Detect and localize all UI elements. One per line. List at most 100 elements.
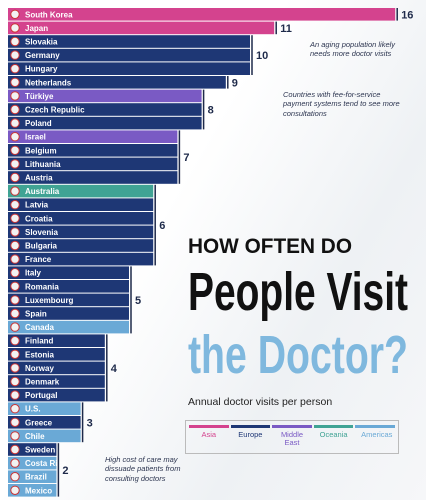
flag	[10, 308, 20, 319]
country-label: Romania	[25, 282, 59, 291]
value-label: 3	[87, 417, 93, 429]
bar	[8, 157, 178, 171]
flag	[10, 417, 20, 427]
country-label: Latvia	[25, 201, 49, 210]
flag	[10, 159, 20, 169]
bar	[8, 144, 178, 157]
bar	[8, 348, 105, 361]
flag	[10, 295, 20, 305]
country-label: Denmark	[25, 378, 60, 387]
bar	[8, 402, 81, 415]
flag	[10, 23, 20, 33]
flag	[10, 363, 20, 373]
bar	[8, 320, 129, 334]
country-label: Italy	[25, 269, 42, 278]
bar	[8, 171, 178, 184]
legend: Asia Europe Middle East Oceania Americas	[185, 420, 399, 454]
country-label: Netherlands	[25, 78, 72, 87]
flag	[10, 472, 20, 482]
value-label: 4	[111, 363, 118, 375]
flag	[10, 349, 20, 359]
country-label: Portugal	[25, 391, 57, 400]
bar	[8, 388, 105, 402]
value-label: 7	[183, 152, 189, 164]
flag	[10, 186, 20, 196]
bar	[8, 470, 57, 483]
country-label: Brazil	[25, 473, 47, 482]
value-label: 6	[159, 220, 165, 232]
country-label: Estonia	[25, 350, 54, 359]
value-label: 8	[208, 105, 214, 117]
flag	[10, 322, 20, 332]
bar	[8, 48, 250, 62]
country-label: Spain	[25, 310, 47, 319]
legend-swatch	[313, 425, 354, 428]
legend-label: Middle East	[280, 430, 304, 448]
bar	[8, 266, 129, 279]
flag	[10, 227, 20, 237]
subtitle: Annual doctor visits per person	[188, 396, 333, 408]
value-label: 2	[62, 465, 68, 477]
legend-swatch	[355, 425, 395, 428]
country-label: Belgium	[25, 146, 57, 155]
country-label: Luxembourg	[25, 296, 74, 305]
legend-label: Europe	[238, 430, 263, 439]
flag	[10, 145, 20, 156]
flag	[10, 240, 20, 251]
title-line: People Visit	[188, 262, 408, 322]
flag	[10, 132, 20, 142]
flag	[10, 431, 20, 441]
flag	[10, 200, 20, 210]
value-label: 11	[280, 23, 292, 35]
country-label: Finland	[25, 337, 54, 346]
value-label: 5	[135, 295, 141, 307]
bar	[8, 252, 154, 266]
flag	[10, 104, 20, 115]
legend-item: Europe	[230, 425, 271, 453]
flag	[10, 485, 20, 495]
legend-label: Americas	[361, 430, 393, 439]
bar	[8, 116, 202, 130]
country-label: South Korea	[25, 10, 73, 19]
flag	[10, 336, 20, 346]
bar	[8, 361, 105, 375]
flag	[10, 404, 20, 414]
annotation: Countries with fee-for-service payment s…	[283, 90, 400, 118]
country-label: Germany	[25, 51, 60, 60]
flag	[10, 281, 20, 291]
country-label: Australia	[25, 187, 60, 196]
flag	[10, 77, 20, 88]
flag	[10, 458, 20, 468]
title-line: HOW OFTEN DO	[188, 235, 352, 258]
country-label: Hungary	[25, 65, 58, 74]
flag	[10, 268, 20, 278]
legend-label: Oceania	[319, 430, 348, 439]
bar	[8, 184, 154, 198]
country-label: Czech Republic	[25, 106, 85, 115]
flag	[10, 50, 20, 60]
country-label: Greece	[25, 418, 53, 427]
flag	[10, 118, 20, 128]
bar	[8, 212, 154, 225]
bar	[8, 280, 129, 293]
bar	[8, 293, 129, 307]
country-label: Türkiye	[25, 92, 54, 101]
bar	[8, 307, 129, 320]
bar	[8, 76, 226, 89]
country-label: Slovenia	[25, 228, 58, 237]
flag	[10, 9, 20, 19]
legend-item: Americas	[355, 425, 395, 453]
flag	[10, 444, 20, 455]
flag	[10, 376, 20, 387]
bar	[8, 429, 81, 443]
title-line: the Doctor?	[188, 325, 408, 385]
country-label: France	[25, 255, 52, 264]
bar	[8, 239, 154, 252]
legend-item: Middle East	[272, 425, 312, 453]
country-label: Austria	[25, 174, 53, 183]
value-label: 10	[256, 50, 268, 62]
bar	[8, 89, 202, 103]
flag	[10, 36, 20, 47]
